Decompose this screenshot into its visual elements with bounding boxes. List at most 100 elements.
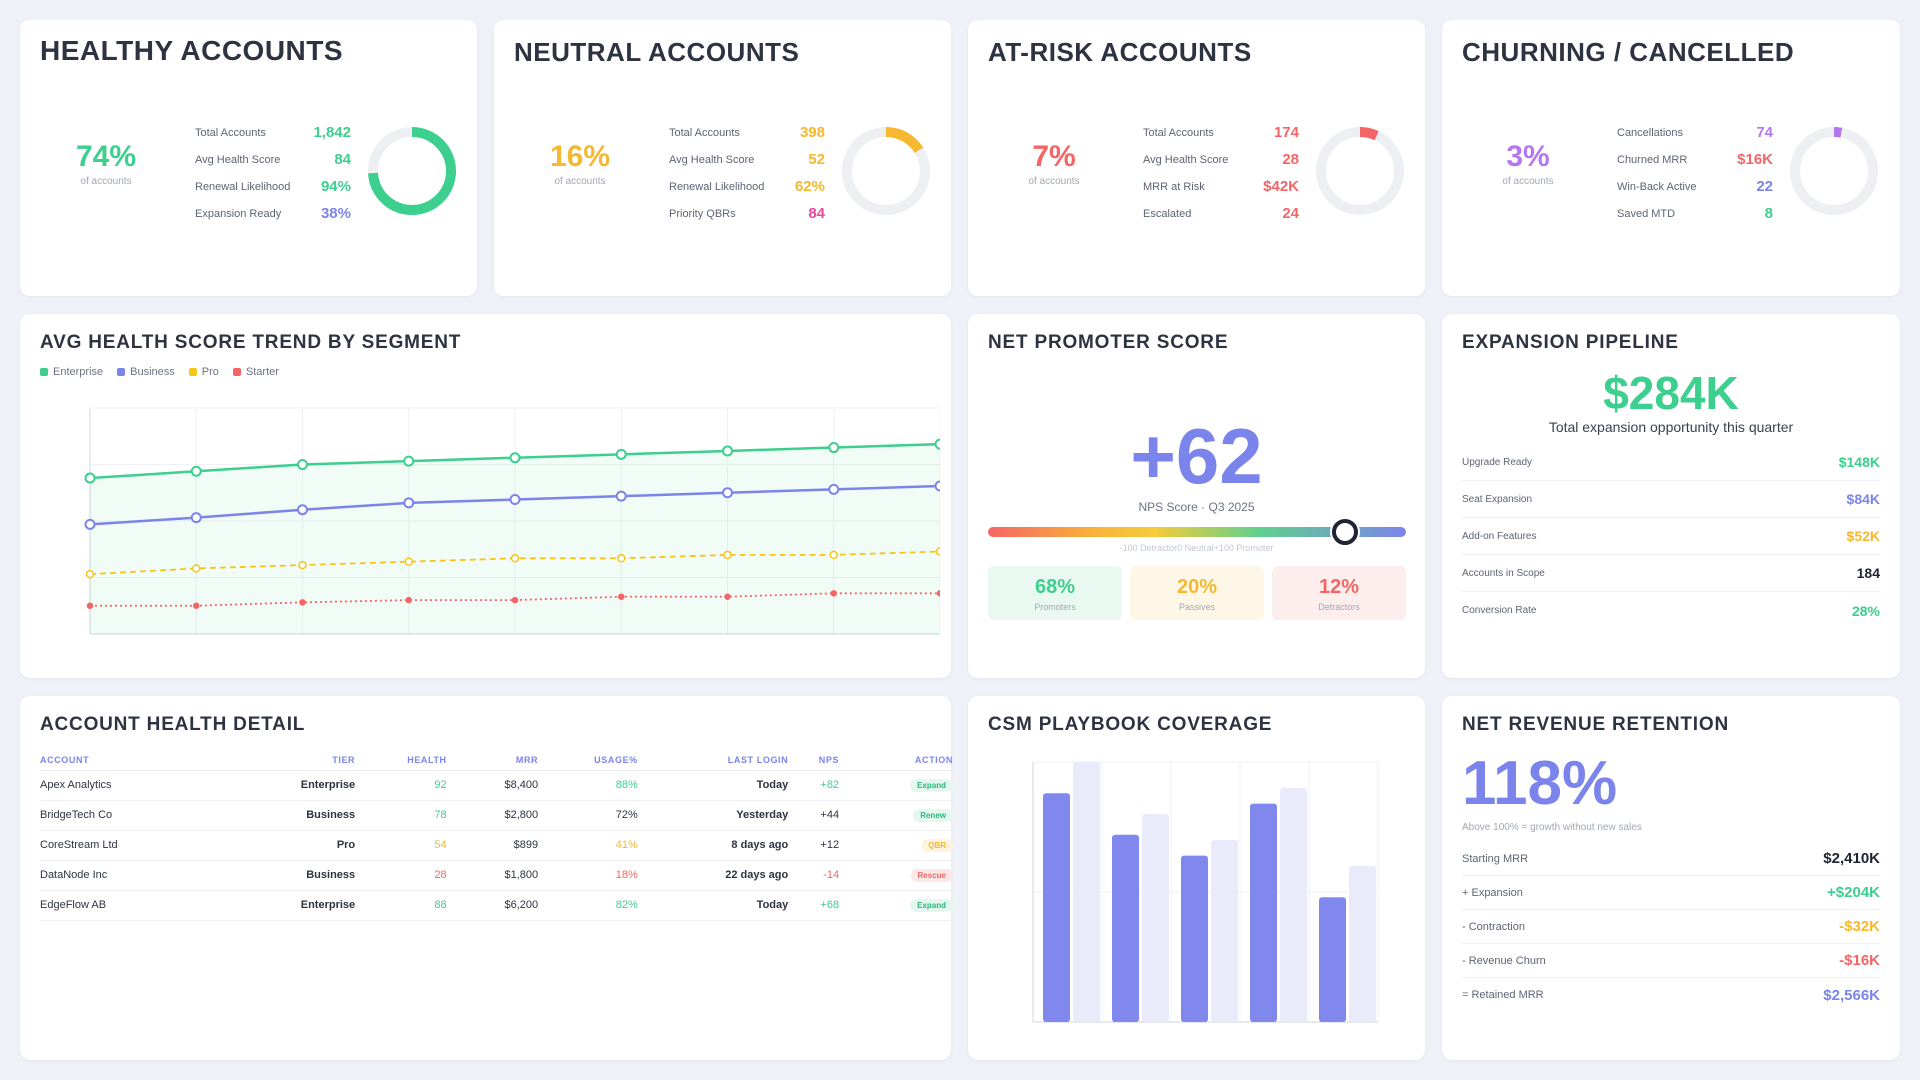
data-point-starter [511, 596, 519, 604]
cell-mrr: $1,800 [446, 860, 539, 891]
donut-arc [1790, 127, 1878, 215]
action-badge[interactable]: Renew [913, 808, 953, 822]
col-mrr[interactable]: MRR [446, 750, 539, 771]
legend-item-enterprise[interactable]: Enterprise [40, 366, 103, 378]
legend-item-pro[interactable]: Pro [188, 366, 219, 378]
data-point-enterprise [615, 448, 627, 460]
bar-secondary [1280, 788, 1307, 1022]
col-usage[interactable]: USAGE% [538, 750, 638, 771]
table-row[interactable]: Apex Analytics Enterprise 92 $8,400 88% … [40, 770, 953, 801]
stat-value: 1,842 [313, 124, 351, 141]
enterprise-area [90, 444, 940, 634]
cell-last-login: 22 days ago [637, 860, 789, 891]
bar-primary [1319, 897, 1346, 1022]
col-action[interactable]: ACTION [839, 750, 953, 771]
nps-scale: -100 Detractor0 Neutral+100 Promoter [1119, 543, 1274, 553]
item-value: -$32K [1839, 918, 1880, 935]
data-point-starter [86, 602, 94, 609]
legend-item-business[interactable]: Business [117, 366, 175, 378]
cell-tier: Business [212, 860, 356, 891]
action-badge[interactable]: Rescue [910, 868, 953, 882]
item-label: Seat Expansion [1462, 493, 1533, 505]
data-point-starter [299, 599, 306, 606]
data-point-pro [404, 557, 413, 566]
stat-row: MRR at Risk $42K [1143, 173, 1299, 200]
cell-health: 92 [355, 770, 447, 801]
item-label: Upgrade Ready [1462, 456, 1533, 468]
healthy-stats: Total Accounts 1,842 Avg Health Score 84 R… [195, 119, 351, 227]
data-point-pro [510, 554, 520, 563]
bar-secondary [1142, 814, 1169, 1022]
legend-item-starter[interactable]: Starter [232, 366, 279, 378]
table-header-row: ACCOUNT TIER HEALTH MRR USAGE% LAST LOGI… [40, 750, 953, 771]
neutral-accounts-card: NEUTRAL ACCOUNTS 16% of accounts Total A… [494, 20, 951, 296]
stat-value: 94% [320, 178, 351, 195]
cell-account: EdgeFlow AB [40, 890, 213, 921]
nrr-subtitle: Above 100% = growth without new sales [1462, 822, 1642, 833]
data-point-business [722, 487, 733, 499]
nps-card: NET PROMOTER SCORE +62 NPS Score · Q3 20… [968, 314, 1425, 678]
cell-last-login: 8 days ago [637, 830, 789, 861]
item-value: $52K [1846, 528, 1880, 544]
stat-value: 84 [334, 151, 351, 168]
list-item: - Revenue Churn -$16K [1462, 944, 1880, 978]
nps-marker [1331, 519, 1358, 545]
col-last-login[interactable]: LAST LOGIN [637, 750, 789, 771]
cell-account: DataNode Inc [40, 860, 213, 891]
cell-action: Renew [839, 800, 953, 831]
neutral-pct-sub: of accounts [554, 176, 606, 187]
stat-label: Total Accounts [1143, 126, 1214, 139]
cell-tier: Pro [212, 830, 356, 861]
donut-arc [368, 127, 456, 215]
nps-subtitle: NPS Score · Q3 2025 [1138, 500, 1255, 514]
col-account[interactable]: ACCOUNT [40, 750, 213, 771]
list-item: + Expansion +$204K [1462, 876, 1880, 910]
cell-nps: +68 [788, 890, 840, 921]
healthy-accounts-card: HEALTHY ACCOUNTS 74% of accounts Total A… [20, 20, 477, 296]
stat-value: 38% [320, 205, 351, 222]
cell-account: BridgeTech Co [40, 800, 213, 831]
stat-row: Renewal Likelihood 62% [669, 173, 825, 200]
stat-label: Expansion Ready [195, 207, 282, 220]
data-point-pro [298, 560, 307, 570]
legend-label: Business [130, 366, 175, 378]
atrisk-stats: Total Accounts 174 Avg Health Score 28 MRR… [1143, 119, 1299, 227]
stat-label: Churned MRR [1617, 153, 1688, 166]
cell-last-login: Today [637, 890, 789, 921]
cell-nps: -14 [788, 860, 840, 891]
trend-legend: Enterprise Business Pro Starter [40, 366, 279, 378]
list-item: Conversion Rate 28% [1462, 592, 1880, 629]
stat-label: MRR at Risk [1143, 180, 1205, 193]
bar-secondary [1349, 866, 1376, 1022]
neutral-stats: Total Accounts 398 Avg Health Score 52 Ren… [669, 119, 825, 227]
cell-health: 78 [355, 800, 447, 831]
churning-accounts-card: CHURNING / CANCELLED 3% of accounts Canc… [1442, 20, 1900, 296]
playbook-card: CSM PLAYBOOK COVERAGE [968, 696, 1425, 1060]
item-value: 28% [1851, 602, 1880, 619]
col-tier[interactable]: TIER [212, 750, 356, 771]
table-row[interactable]: DataNode Inc Business 28 $1,800 18% 22 d… [40, 860, 953, 891]
table-row[interactable]: EdgeFlow AB Enterprise 88 $6,200 82% Tod… [40, 890, 953, 921]
data-point-pro [192, 564, 201, 573]
data-point-business [615, 490, 627, 502]
list-item: Add-on Features $52K [1462, 518, 1880, 555]
list-item: Accounts in Scope 184 [1462, 555, 1880, 592]
col-nps[interactable]: NPS [788, 750, 840, 771]
data-point-pro [935, 547, 940, 556]
action-badge[interactable]: QBR [921, 838, 953, 852]
churning-stats: Cancellations 74 Churned MRR $16K Win-Back… [1617, 119, 1773, 227]
stat-row: Total Accounts 174 [1143, 119, 1299, 146]
legend-label: Enterprise [53, 366, 104, 378]
data-point-business [403, 497, 415, 509]
nrr-list: Starting MRR $2,410K + Expansion +$204K - … [1462, 842, 1880, 1012]
stat-label: Avg Health Score [669, 153, 755, 166]
data-point-starter [830, 590, 837, 597]
action-badge[interactable]: Expand [910, 778, 953, 792]
action-badge[interactable]: Expand [910, 898, 953, 912]
list-item: = Retained MRR $2,566K [1462, 978, 1880, 1012]
table-row[interactable]: BridgeTech Co Business 78 $2,800 72% Yes… [40, 800, 953, 831]
item-label: Starting MRR [1462, 852, 1529, 865]
col-health[interactable]: HEALTH [355, 750, 447, 771]
table-row[interactable]: CoreStream Ltd Pro 54 $899 41% 8 days ag… [40, 830, 953, 861]
expansion-total: $284K [1603, 367, 1739, 419]
